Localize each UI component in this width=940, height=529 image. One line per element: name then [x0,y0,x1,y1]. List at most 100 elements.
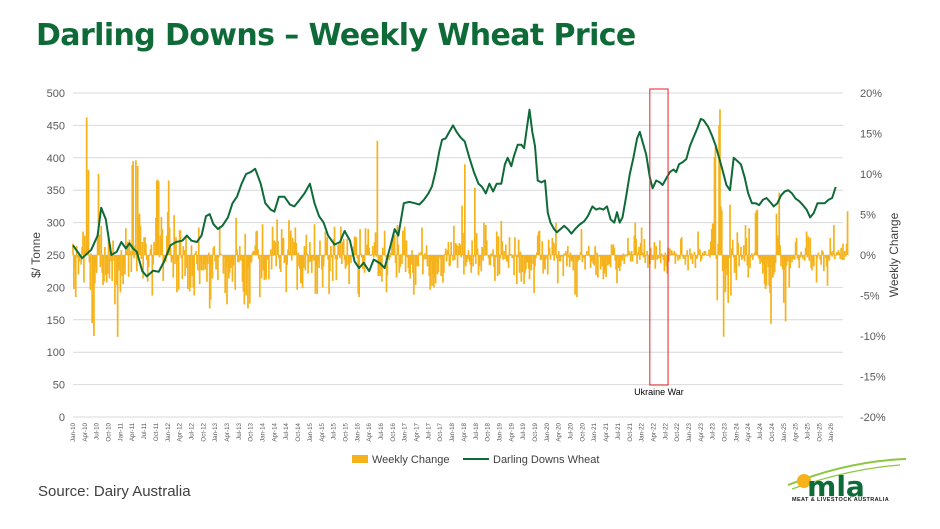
weekly-change-bar [838,252,841,255]
weekly-change-bar [305,234,308,255]
weekly-change-bar [432,255,434,274]
weekly-change-bar [281,238,284,255]
weekly-change-bar [166,212,169,255]
weekly-change-bar [173,215,175,255]
weekly-change-bar [153,242,155,255]
weekly-change-bar [661,255,664,257]
weekly-change-bar [786,255,789,262]
weekly-change-bar [80,255,83,265]
weekly-change-bar [502,255,504,260]
weekly-change-bar [771,255,774,278]
weekly-change-bar [258,255,260,260]
weekly-change-bar [513,255,515,276]
weekly-change-bar [340,255,343,264]
weekly-change-bar [120,250,123,255]
weekly-change-bar [532,255,535,264]
weekly-change-bar [647,255,649,268]
weekly-change-bar [330,255,333,258]
weekly-change-bar [402,230,404,255]
weekly-change-bar [88,255,91,263]
weekly-change-bar [371,246,374,255]
weekly-change-bar [584,255,586,270]
weekly-change-bar [652,255,655,260]
weekly-change-bar [348,255,350,285]
weekly-change-bar [297,252,299,255]
weekly-change-bar [782,255,785,303]
weekly-change-bar [576,255,579,262]
y-tick-label: 300 [47,218,65,230]
weekly-change-bar [526,255,529,263]
weekly-change-bar [429,255,432,290]
weekly-change-bar [775,213,778,255]
weekly-change-bar [712,224,715,255]
weekly-change-bar [698,250,700,255]
weekly-change-bar [562,255,565,277]
y2-tick-label: -10% [860,331,886,343]
weekly-change-bar [269,249,272,255]
weekly-change-bar [392,236,394,255]
weekly-change-bar [366,244,369,255]
weekly-change-bar [207,252,210,255]
weekly-change-bar [137,217,140,255]
weekly-change-bar [826,255,829,286]
weekly-change-bar [391,245,393,255]
weekly-change-bar [835,252,838,255]
weekly-change-bar [185,237,187,255]
weekly-change-bar [614,255,617,261]
weekly-change-bar [787,255,790,256]
x-tick-label: Jan-21 [591,422,598,441]
weekly-change-bar [309,255,312,262]
weekly-change-bar [374,232,377,255]
weekly-change-bar [781,255,783,260]
weekly-change-bar [114,255,117,258]
weekly-change-bar [812,255,814,261]
weekly-change-bar [284,255,287,262]
weekly-change-bar [687,255,689,271]
x-tick-label: Jul-18 [473,422,480,439]
weekly-change-bar [533,255,535,294]
weekly-change-bar [433,255,436,278]
weekly-change-bar [573,255,576,256]
weekly-change-bar [559,255,562,262]
weekly-change-bar [326,237,329,255]
weekly-change-bar [716,255,719,301]
weekly-change-bar [308,255,310,263]
weekly-change-bar [566,255,568,267]
weekly-change-bar [817,252,820,255]
weekly-change-bar [654,255,657,269]
weekly-change-bar [437,255,440,273]
weekly-change-bar [609,255,612,268]
weekly-change-bar [511,255,514,259]
weekly-change-bar [834,255,837,256]
weekly-change-bar [535,255,537,259]
weekly-change-bar [743,255,746,262]
weekly-change-bar [356,255,359,259]
weekly-change-bar [151,255,154,296]
weekly-change-bar [84,248,87,255]
weekly-change-bar [821,250,823,255]
weekly-change-bar [394,255,397,264]
weekly-change-bar [372,255,375,258]
weekly-change-bar [748,228,750,255]
weekly-change-bar [307,255,309,274]
weekly-change-bar [767,255,770,268]
weekly-change-bar [686,250,689,255]
weekly-change-bar [819,255,822,260]
weekly-change-bar [342,238,345,255]
weekly-change-bar [802,255,804,260]
weekly-change-bar [245,255,247,296]
weekly-change-bar [407,255,410,268]
y-tick-label: 250 [47,250,65,262]
weekly-change-bar [341,242,344,255]
weekly-change-bar [784,255,787,322]
weekly-change-bar [778,192,781,255]
weekly-change-bar [793,255,796,260]
weekly-change-bar [845,243,848,255]
weekly-change-bar [179,230,182,255]
weekly-change-bar [568,255,571,268]
weekly-change-bar [471,240,473,255]
weekly-change-bar [264,255,267,277]
weekly-change-bar [234,255,237,290]
weekly-change-bar [299,255,301,269]
weekly-change-bar [528,255,531,280]
